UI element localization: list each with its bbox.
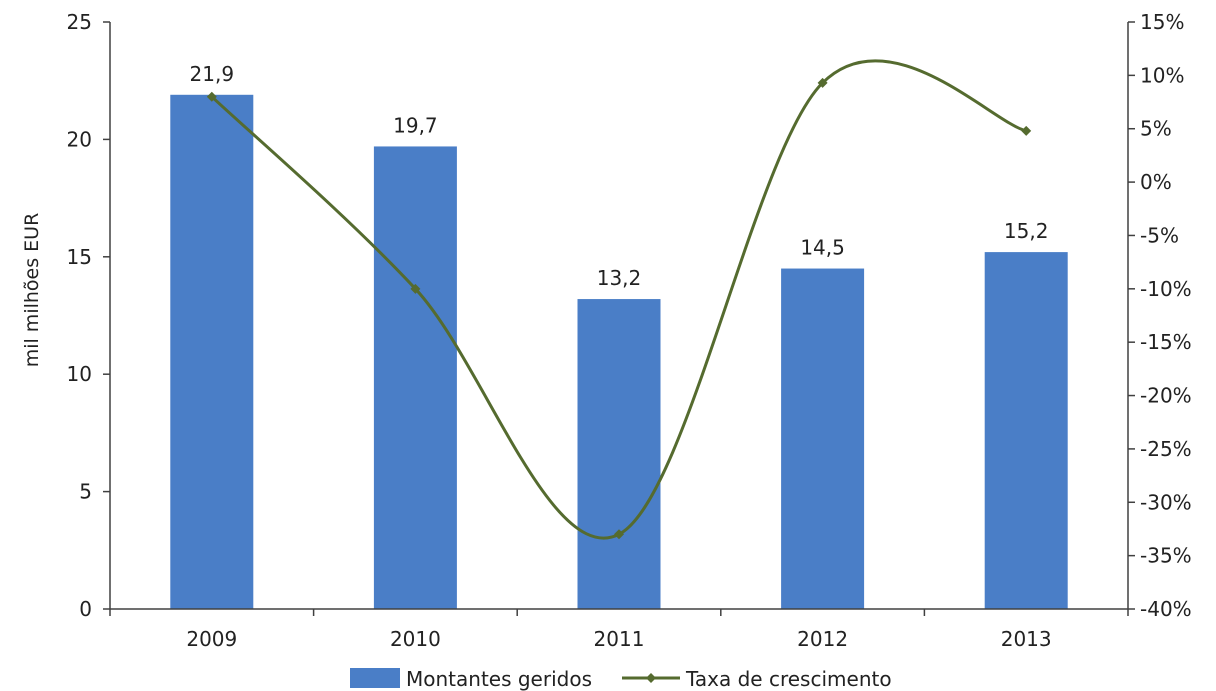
left-tick-label: 0 xyxy=(79,597,92,621)
left-axis-ticks: 0 5 10 15 20 25 xyxy=(67,10,110,621)
right-tick-label: 5% xyxy=(1140,117,1172,141)
x-tick-label-2009: 2009 xyxy=(186,627,237,651)
x-tick-label-2011: 2011 xyxy=(594,627,645,651)
legend-bar-label: Montantes geridos xyxy=(406,667,592,691)
x-tick-label-2010: 2010 xyxy=(390,627,441,651)
right-tick-label: -10% xyxy=(1140,277,1192,301)
right-tick-label: 15% xyxy=(1140,10,1184,34)
data-label-2010: 19,7 xyxy=(393,113,438,137)
bar-2010 xyxy=(373,146,457,609)
data-label-2009: 21,9 xyxy=(190,62,235,86)
growth-rate-marker-2013 xyxy=(1021,125,1032,136)
data-label-2011: 13,2 xyxy=(597,266,642,290)
axes-group xyxy=(109,22,1129,610)
left-tick-label: 5 xyxy=(79,480,92,504)
data-labels-group: 21,9 19,7 13,2 14,5 15,2 xyxy=(190,62,1049,290)
bar-2012 xyxy=(781,268,865,609)
growth-rate-marker-2010 xyxy=(410,283,421,294)
left-tick-label: 25 xyxy=(67,10,92,34)
bar-series-group xyxy=(170,94,1068,609)
left-tick-label: 15 xyxy=(67,245,92,269)
x-tick-label-2012: 2012 xyxy=(797,627,848,651)
right-tick-label: -5% xyxy=(1140,223,1179,247)
right-tick-label: 10% xyxy=(1140,63,1184,87)
growth-rate-marker-2009 xyxy=(206,91,217,102)
bar-2009 xyxy=(170,94,254,609)
legend-line-label: Taxa de crescimento xyxy=(685,667,892,691)
right-tick-label: -20% xyxy=(1140,384,1192,408)
growth-rate-marker-2012 xyxy=(817,77,828,88)
y-axis-title: mil milhões EUR xyxy=(21,213,43,368)
bar-2013 xyxy=(984,252,1068,609)
growth-rate-marker-2011 xyxy=(614,529,624,540)
legend-line-marker xyxy=(646,673,656,683)
right-tick-label: -15% xyxy=(1140,330,1192,354)
line-series-group xyxy=(206,59,1032,540)
growth-rate-line xyxy=(210,59,1027,540)
data-label-2013: 15,2 xyxy=(1004,219,1049,243)
legend-bar-swatch xyxy=(350,668,400,688)
right-tick-label: -40% xyxy=(1140,597,1192,621)
left-tick-label: 20 xyxy=(67,127,92,151)
data-label-2012: 14,5 xyxy=(800,236,845,260)
x-tick-label-2013: 2013 xyxy=(1001,627,1052,651)
legend: Montantes geridos Taxa de crescimento xyxy=(350,667,892,691)
bar-2011 xyxy=(577,299,661,609)
right-tick-label: 0% xyxy=(1140,170,1172,194)
left-tick-label: 10 xyxy=(67,362,92,386)
right-axis-ticks: 15% 10% 5% 0% -5% -10% -15% -20% -25% -30% -35% -40… xyxy=(1128,10,1192,621)
right-tick-label: -30% xyxy=(1140,490,1192,514)
right-tick-label: -35% xyxy=(1140,544,1192,568)
right-tick-label: -25% xyxy=(1140,437,1192,461)
x-axis-ticks: 2009 2010 2011 2012 2013 xyxy=(109,609,1129,651)
